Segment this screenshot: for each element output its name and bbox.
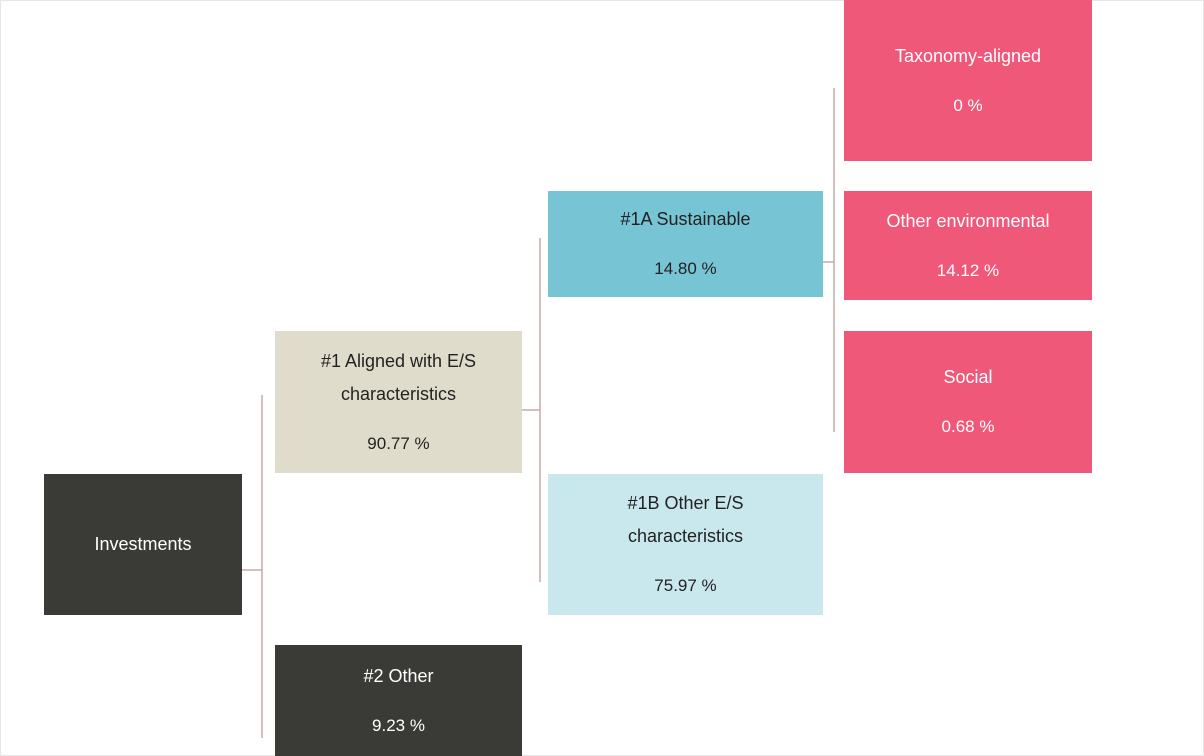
node-value: 0 % [953, 95, 983, 115]
node-label: Investments [94, 534, 192, 554]
node: #1A Sustainable 14.80 % [548, 191, 823, 297]
node-label: #1 Aligned with E/S characteristics [320, 350, 477, 404]
node-label: Taxonomy-aligned [894, 45, 1042, 66]
node: Taxonomy-aligned 0 % [844, 0, 1092, 161]
node: #1B Other E/S characteristics 75.97 % [548, 474, 823, 615]
node: #1 Aligned with E/S characteristics 90.77… [275, 331, 522, 473]
node-label: #1A Sustainable [620, 209, 751, 229]
node: Other environmental 14.12 % [844, 191, 1092, 300]
node-value: 9.23 % [372, 715, 425, 735]
node: #2 Other 9.23 % [275, 645, 522, 756]
node-label: #2 Other [363, 665, 434, 686]
node-value: 0.68 % [941, 417, 995, 436]
node: Investments [44, 474, 242, 615]
node-value: 75.97 % [654, 576, 717, 595]
node-value: 14.80 % [654, 259, 717, 278]
node-label: Other environmental [886, 210, 1050, 231]
node: Social 0.68 % [844, 331, 1092, 473]
node-label: Social [943, 367, 993, 387]
node-value: 90.77 % [367, 433, 430, 453]
node-label: #1B Other E/S characteristics [627, 493, 744, 546]
node-value: 14.12 % [936, 260, 1000, 280]
